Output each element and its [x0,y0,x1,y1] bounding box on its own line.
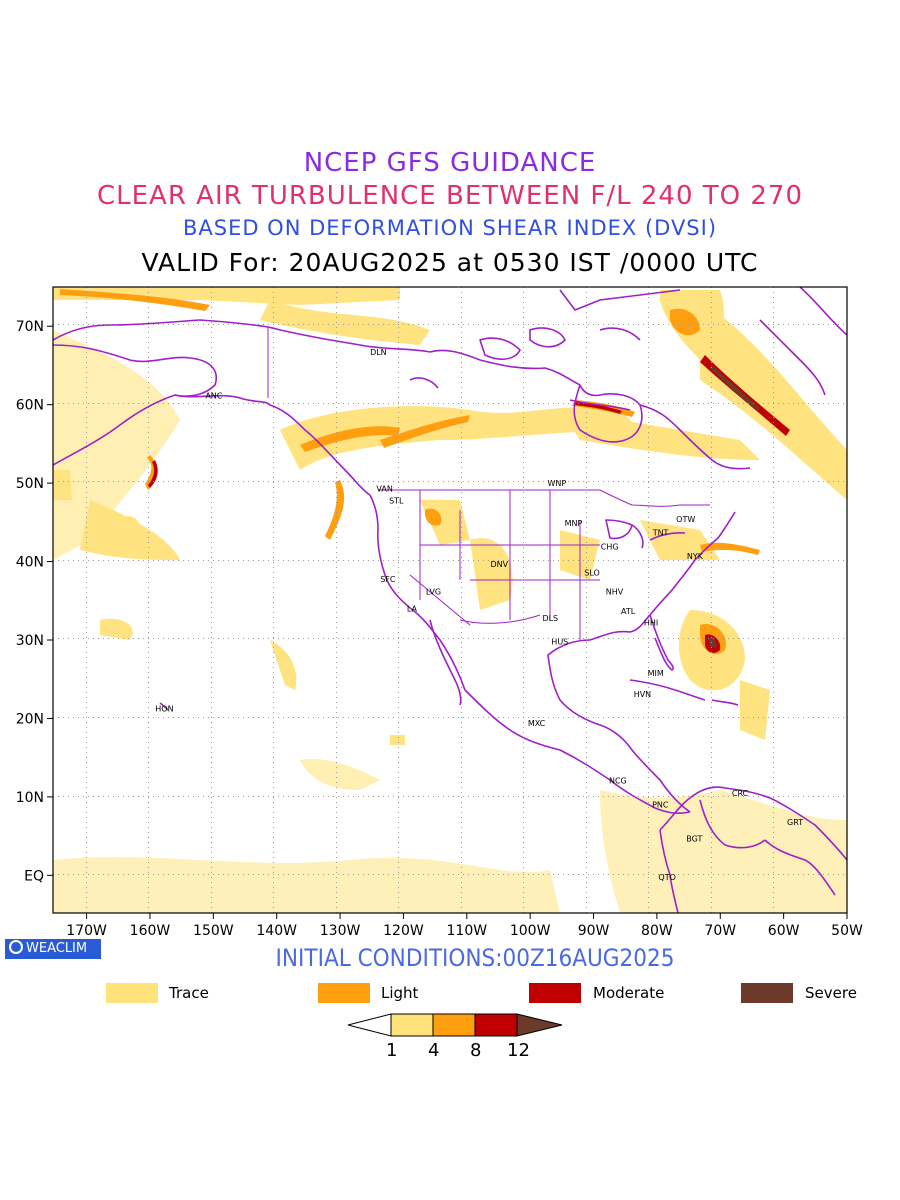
city-label-mxc: MXC [528,719,546,728]
city-label-hus: HUS [551,638,568,647]
colorbar-light [432,1013,476,1037]
colorbar [347,1013,563,1037]
colorbar-tick-8: 8 [470,1040,482,1061]
legend-label-severe: Severe [805,984,857,1002]
city-label-otw: OTW [676,515,695,524]
lon-tick-label: 50W [831,923,863,939]
lat-tick-label: 30N [16,633,44,649]
logo-text: WEACLIM [26,941,88,956]
turbulence-shading [53,287,847,913]
map-axes: 170W 160W 150W 140W 130W 120W 110W 100W 90W 80W 70… [16,319,863,939]
lon-tick-label: 60W [768,923,800,939]
lon-tick-label: 70W [704,923,736,939]
title-line-2: CLEAR AIR TURBULENCE BETWEEN F/L 240 TO … [96,181,804,211]
legend-swatch-trace [106,983,158,1003]
city-label-dls: DLS [542,614,558,623]
city-label-hvn: HVN [634,690,651,699]
colorbar-moderate [474,1013,518,1037]
lat-tick-label: 50N [16,476,44,492]
city-label-bgt: BGT [686,834,702,843]
legend-swatch-moderate [529,983,581,1003]
city-label-mim: MIM [648,669,664,678]
title-line-1: NCEP GFS GUIDANCE [303,148,597,178]
city-label-lvg: LVG [426,587,441,596]
city-label-stl: STL [389,496,404,505]
severe-areas [708,365,760,648]
colorbar-tick-12: 12 [507,1040,530,1061]
city-label-wnp: WNP [548,479,567,488]
legend-label-moderate: Moderate [593,984,665,1002]
coastlines [53,287,847,913]
legend-label-trace: Trace [169,984,209,1002]
political-borders [267,327,710,640]
city-label-pnc: PNC [652,801,669,810]
lon-tick-label: 150W [193,923,234,939]
lon-tick-label: 80W [641,923,673,939]
lon-tick-label: 110W [447,923,488,939]
city-label-chg: CHG [601,543,619,552]
city-label-dnv: DNV [490,560,508,569]
city-label-crc: CRC [732,789,749,798]
colorbar-trace [390,1013,434,1037]
city-label-sfc: SFC [380,575,396,584]
lon-tick-label: 140W [256,923,297,939]
title-line-3: BASED ON DEFORMATION SHEAR INDEX (DVSI) [182,216,718,240]
lon-tick-label: 100W [510,923,551,939]
lat-tick-label: EQ [24,868,44,884]
valid-time: VALID For: 20AUG2025 at 0530 IST /0000 U… [141,248,759,277]
lat-tick-label: 70N [16,319,44,335]
colorbar-tick-4: 4 [428,1040,440,1061]
lat-tick-label: 40N [16,555,44,571]
city-label-ncg: NCG [609,776,627,785]
city-label-nhv: NHV [606,587,624,596]
city-label-grt: GRT [787,818,803,827]
legend-label-light: Light [381,984,419,1002]
lat-tick-label: 20N [16,711,44,727]
weaclim-logo: WEACLIM [5,939,101,959]
colorbar-severe-arrow [516,1013,563,1037]
city-label-slo: SLO [584,569,600,578]
city-label-nyk: NYK [687,552,704,561]
lon-tick-label: 160W [130,923,171,939]
lon-tick-label: 90W [578,923,610,939]
lon-tick-label: 130W [320,923,361,939]
city-labels: DLN ANC WNP VAN STL OTW MNP TNT CHG NYK DNV SFC SLO L… [155,348,803,882]
colorbar-tick-1: 1 [386,1040,398,1061]
logo-circle-icon [9,940,23,954]
map-frame [52,286,848,914]
legend-swatch-light [318,983,370,1003]
lon-tick-label: 170W [66,923,107,939]
city-label-van: VAN [376,485,392,494]
city-label-mnp: MNP [565,519,583,528]
city-label-atl: ATL [621,607,636,616]
colorbar-low-arrow [347,1013,392,1037]
city-label-hhi: HHI [644,619,658,628]
initial-conditions: INITIAL CONDITIONS:00Z16AUG2025 [275,944,675,972]
light-areas [60,289,760,655]
lat-tick-label: 60N [16,398,44,414]
city-label-la: LA [407,605,418,614]
legend-swatch-severe [741,983,793,1003]
city-label-hon: HON [155,704,173,713]
lon-tick-label: 120W [383,923,424,939]
city-label-tnt: TNT [652,529,669,538]
trace-areas [53,287,847,913]
city-label-dln: DLN [370,348,387,357]
lat-tick-label: 10N [16,790,44,806]
city-label-qto: QTO [658,873,675,882]
city-label-anc: ANC [205,391,222,400]
